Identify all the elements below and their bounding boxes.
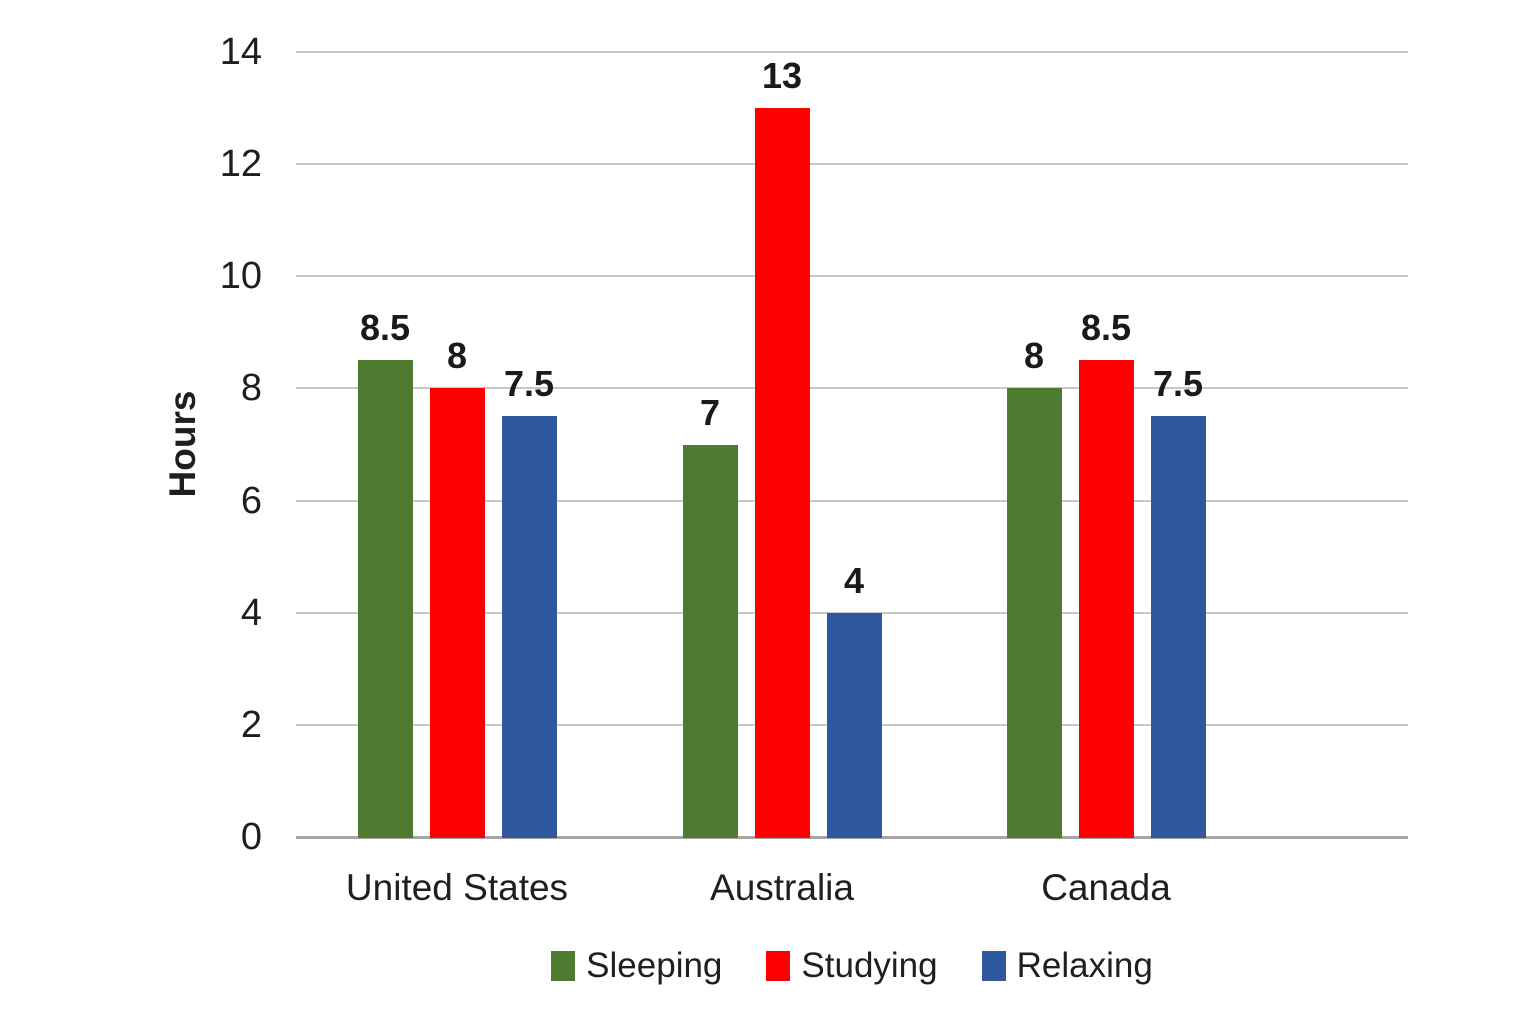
legend-swatch-studying (766, 951, 791, 981)
legend-item-sleeping: Sleeping (551, 946, 722, 986)
bar-studying-canada (1078, 360, 1134, 838)
y-tick-label: 6 (240, 479, 262, 522)
legend-swatch-sleeping (551, 951, 576, 981)
gridline (296, 51, 1408, 53)
legend-label: Relaxing (1016, 946, 1153, 985)
bar-sleeping-australia (682, 444, 738, 838)
y-tick-label: 14 (219, 31, 262, 73)
bar-relaxing-canada (1150, 416, 1206, 838)
y-tick-label: 8 (240, 367, 262, 410)
bar-relaxing-australia (826, 612, 882, 838)
legend: Sleeping Studying Relaxing (296, 946, 1408, 986)
value-label: 8 (446, 335, 468, 377)
x-axis-category-label: Canada (1041, 867, 1171, 908)
value-label: 13 (761, 55, 803, 97)
x-axis-category-label: Australia (710, 867, 854, 908)
legend-label: Sleeping (586, 946, 723, 985)
y-tick-label: 4 (240, 591, 262, 634)
y-tick-label: 12 (219, 143, 262, 186)
value-label: 8.5 (1080, 307, 1132, 349)
gridline (296, 387, 1408, 390)
y-tick-label: 2 (240, 703, 262, 746)
y-tick-label: 10 (219, 255, 262, 298)
value-label: 7 (699, 391, 721, 433)
x-axis-category-label: United States (345, 867, 569, 908)
gridline (296, 163, 1408, 166)
value-label: 8 (1023, 335, 1045, 377)
bar-studying-australia (754, 108, 810, 838)
gridline (296, 275, 1408, 278)
legend-label: Studying (801, 946, 938, 985)
legend-item-studying: Studying (766, 946, 938, 986)
bar-sleeping-canada (1006, 388, 1062, 838)
value-label: 4 (843, 559, 865, 601)
y-tick-label: 0 (240, 816, 262, 858)
gridline (296, 499, 1408, 502)
bar-studying-united-states (429, 388, 485, 838)
bar-sleeping-united-states (357, 360, 413, 838)
value-label: 8.5 (359, 307, 411, 349)
bar-relaxing-united-states (501, 416, 557, 838)
legend-swatch-relaxing (981, 951, 1006, 981)
value-label: 7.5 (503, 363, 555, 405)
legend-item-relaxing: Relaxing (981, 946, 1153, 986)
value-label: 7.5 (1152, 363, 1204, 405)
